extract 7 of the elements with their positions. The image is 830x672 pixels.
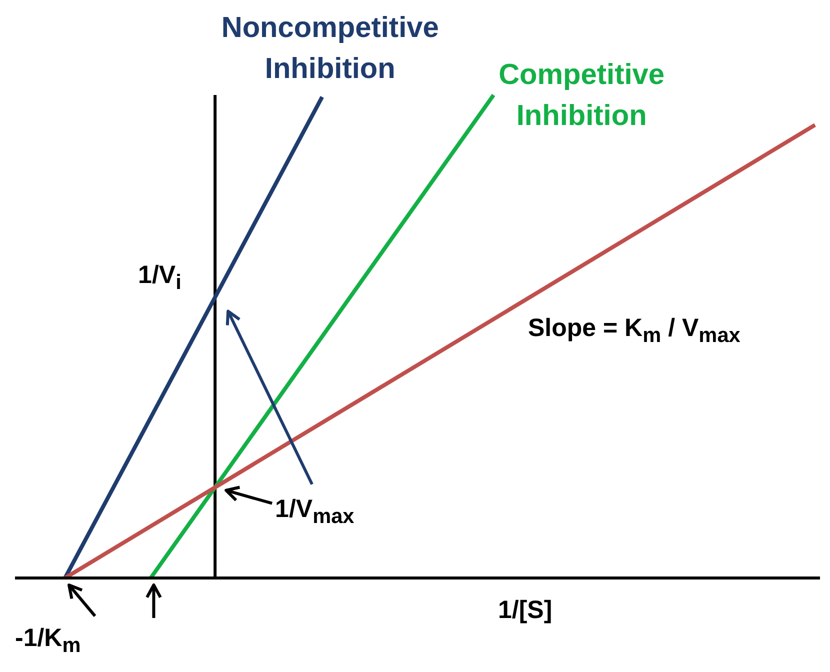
series-label: Noncompetitive Inhibition <box>220 10 440 87</box>
annotation: 1/V$_{i}$ <box>138 261 182 294</box>
x-axis-title: 1/[S] <box>498 596 552 624</box>
text: -1/K$_{m}$ <box>15 624 81 657</box>
series-label: Competitive Inhibition <box>498 58 666 134</box>
annotation: 1/V$_{max}$ <box>275 495 354 528</box>
annotation: Slope = K$_{m}$ / V$_{max}$ <box>528 314 740 347</box>
